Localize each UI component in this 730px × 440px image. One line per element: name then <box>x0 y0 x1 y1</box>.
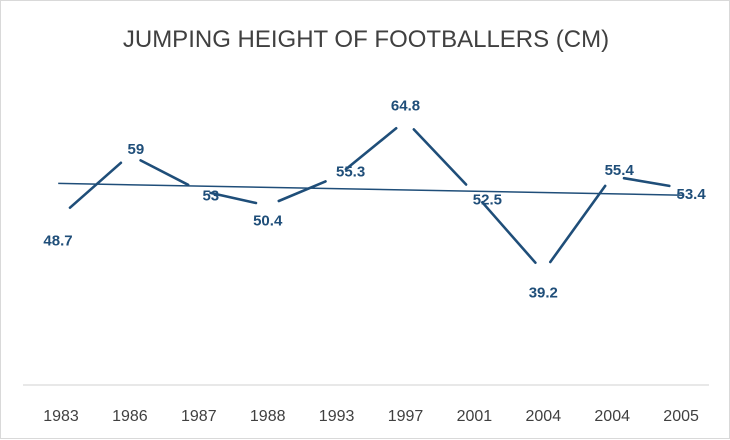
series-line-segment <box>139 159 190 187</box>
x-tick-label: 1987 <box>181 408 217 425</box>
data-label: 50.4 <box>253 213 283 230</box>
x-tick-label: 1993 <box>319 408 355 425</box>
series-line-segment <box>480 201 537 265</box>
x-tick-label: 2004 <box>594 408 630 425</box>
data-label: 53.4 <box>676 186 706 203</box>
x-tick-label: 2001 <box>457 408 493 425</box>
data-label: 39.2 <box>529 285 558 302</box>
x-tick-label: 2004 <box>526 408 562 425</box>
series-line-segment <box>412 128 468 186</box>
series-line-segment <box>344 127 398 171</box>
data-points <box>59 119 683 274</box>
data-point <box>404 119 408 123</box>
chart-title: JUMPING HEIGHT OF FOOTBALLERS (CM) <box>123 26 609 53</box>
data-label: 55.3 <box>336 164 365 181</box>
series-line-segment <box>209 191 258 205</box>
x-tick-label: 1986 <box>112 408 148 425</box>
series-line-segment <box>548 184 607 264</box>
series-line-segment <box>277 180 327 203</box>
x-axis-tick-labels: 1983 1986 1987 1988 1993 1997 2001 2004 2004 2005 <box>43 408 699 425</box>
data-point <box>197 188 201 192</box>
series-line-segment <box>68 161 123 209</box>
data-point <box>541 270 545 274</box>
x-tick-label: 1997 <box>388 408 424 425</box>
data-label: 48.7 <box>43 233 72 250</box>
data-point <box>266 204 270 208</box>
series-line <box>68 127 671 265</box>
data-label: 53 <box>202 187 219 204</box>
x-tick-label: 1983 <box>43 408 79 425</box>
data-label: 52.5 <box>473 191 502 208</box>
x-tick-label: 2005 <box>663 408 699 425</box>
x-tick-label: 1988 <box>250 408 286 425</box>
data-label: 64.8 <box>391 98 420 115</box>
data-labels: 48.7 59 53 50.4 55.3 64.8 52.5 39.2 55.4 53.4 <box>43 98 706 302</box>
series-line-segment <box>622 176 671 188</box>
data-label: 55.4 <box>605 162 635 179</box>
data-label: 59 <box>128 141 145 158</box>
linear-trendline <box>58 182 684 196</box>
data-point <box>59 214 63 218</box>
